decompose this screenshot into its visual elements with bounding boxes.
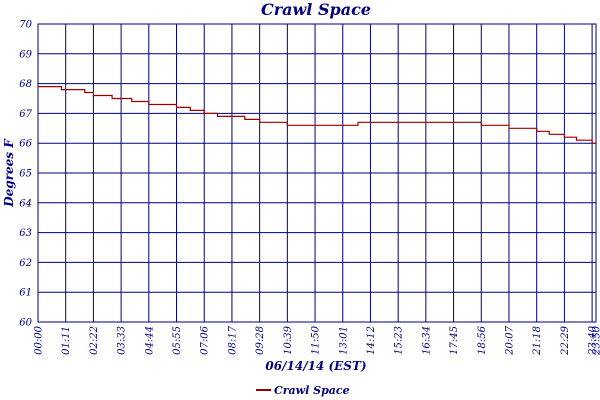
y-tick-label: 62 [19, 258, 32, 269]
y-tick-label: 70 [19, 20, 32, 31]
x-tick-label: 04:44 [144, 326, 155, 355]
x-tick-label: 09:28 [255, 326, 266, 355]
series-layer [38, 86, 596, 144]
x-tick-label: 11:50 [311, 325, 322, 354]
x-tick-label: 14:12 [366, 326, 377, 355]
y-tick-label: 69 [19, 49, 32, 60]
y-tick-label: 68 [19, 79, 32, 90]
grid [37, 23, 597, 323]
x-tick-label: 18:56 [477, 325, 488, 354]
x-tick-label: 22:29 [560, 325, 571, 355]
y-tick-label: 66 [19, 139, 32, 150]
x-tick-label: 00:00 [34, 325, 45, 354]
x-tick-label: 20:07 [504, 325, 515, 355]
y-axis-label: Degrees F [2, 138, 16, 208]
y-tick-label: 64 [19, 198, 32, 209]
x-tick-label: 08:17 [227, 325, 238, 354]
y-tick-label: 67 [19, 109, 32, 120]
x-tick-label: 17:45 [449, 326, 460, 355]
legend: Crawl Space [256, 384, 350, 397]
x-tick-label: 07:06 [200, 325, 211, 354]
x-tick-label: 21:18 [532, 326, 543, 356]
x-tick-label: 13:01 [338, 326, 349, 355]
y-tick-label: 65 [19, 169, 32, 180]
x-axis-label: 06/14/14 (EST) [265, 359, 366, 373]
x-tick-label: 05:55 [172, 326, 183, 355]
y-tick-label: 63 [19, 228, 32, 239]
x-tick-label: 01:11 [61, 326, 72, 355]
x-tick-label: 10:39 [283, 325, 294, 354]
y-tick-label: 61 [19, 288, 32, 299]
x-axis-ticks: 00:00 01:11 02:22 03:33 04:44 05:55 07:06 08:17… [34, 325, 600, 355]
x-tick-label: 23:50 [592, 325, 600, 355]
x-tick-label: 03:33 [117, 326, 128, 355]
x-tick-label: 15:23 [394, 326, 405, 355]
chart-title: Crawl Space [261, 0, 371, 19]
x-tick-label: 02:22 [89, 326, 100, 355]
legend-label: Crawl Space [274, 384, 350, 397]
x-tick-label: 16:34 [421, 326, 432, 355]
x-tick-label: 23:40 [588, 325, 599, 355]
y-axis-ticks: 60 61 62 63 64 65 66 67 68 69 70 [19, 20, 32, 329]
y-tick-label: 60 [19, 318, 32, 329]
series-line-crawl-space [38, 86, 596, 144]
